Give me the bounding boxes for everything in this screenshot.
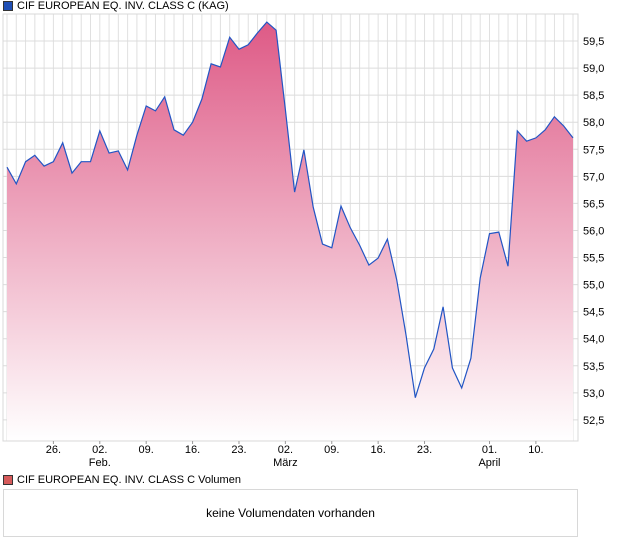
y-tick-label: 58,0	[583, 117, 604, 129]
y-tick-label: 54,5	[583, 307, 604, 319]
y-tick-label: 57,5	[583, 144, 604, 156]
x-tick-month: Feb.	[89, 457, 111, 469]
x-tick-label: 09.	[324, 444, 339, 456]
x-tick-month: April	[478, 457, 500, 469]
y-tick-label: 59,5	[583, 36, 604, 48]
volume-panel: keine Volumendaten vorhanden	[3, 489, 578, 537]
price-area	[7, 22, 573, 441]
volume-legend-label: CIF EUROPEAN EQ. INV. CLASS C Volumen	[17, 474, 241, 486]
y-tick-label: 52,5	[583, 415, 604, 427]
price-chart: 52,5 53,0 53,5 54,0 54,5 55,0 55,5 56,0 56,5 57,0…	[2, 13, 604, 469]
volume-empty-message: keine Volumendaten vorhanden	[206, 506, 375, 520]
main-legend: CIF EUROPEAN EQ. INV. CLASS C (KAG)	[3, 0, 229, 12]
x-tick-label: 23.	[417, 444, 432, 456]
plot-frame	[2, 13, 579, 442]
main-legend-swatch	[3, 1, 13, 11]
x-tick-month: März	[273, 457, 297, 469]
y-tick-label: 56,0	[583, 225, 604, 237]
y-tick-label: 54,0	[583, 334, 604, 346]
y-tick-label: 59,0	[583, 63, 604, 75]
y-tick-label: 53,0	[583, 388, 604, 400]
x-tick-label: 23.	[231, 444, 246, 456]
x-tick-label: 26.	[46, 444, 61, 456]
y-tick-label: 53,5	[583, 361, 604, 373]
x-tick-label: 02.	[278, 444, 293, 456]
volume-legend: CIF EUROPEAN EQ. INV. CLASS C Volumen	[3, 474, 241, 486]
x-tick-label: 02.	[92, 444, 107, 456]
x-tick-label: 09.	[139, 444, 154, 456]
x-tick-label: 01.	[482, 444, 497, 456]
y-tick-label: 58,5	[583, 90, 604, 102]
y-tick-label: 56,5	[583, 198, 604, 210]
x-tick-label: 16.	[185, 444, 200, 456]
y-tick-label: 55,5	[583, 253, 604, 265]
volume-legend-swatch	[3, 475, 13, 485]
main-legend-label: CIF EUROPEAN EQ. INV. CLASS C (KAG)	[17, 0, 229, 12]
y-tick-label: 57,0	[583, 171, 604, 183]
y-tick-label: 55,0	[583, 280, 604, 292]
x-tick-label: 10.	[528, 444, 543, 456]
x-tick-label: 16.	[370, 444, 385, 456]
price-line	[6, 21, 574, 398]
